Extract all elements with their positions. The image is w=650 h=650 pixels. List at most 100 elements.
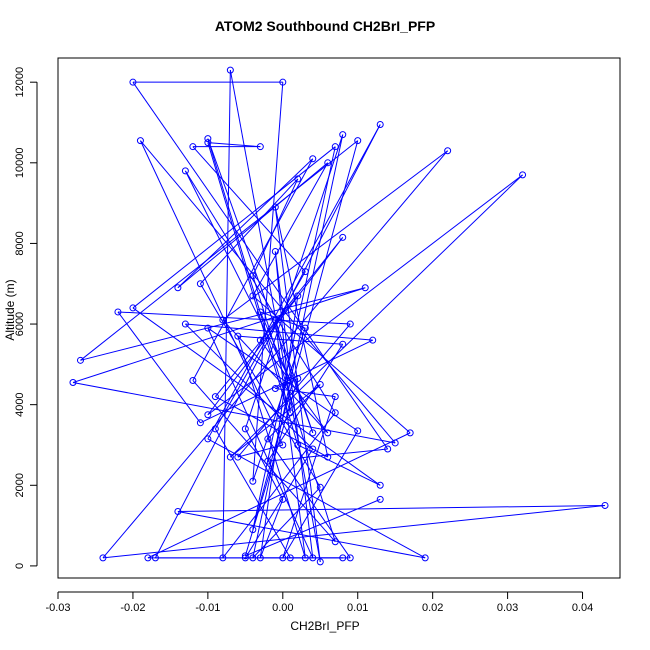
series-segment	[177, 510, 426, 559]
data-point	[309, 445, 317, 453]
series-segment	[207, 174, 523, 416]
series-segment	[184, 170, 291, 381]
data-point	[331, 143, 339, 151]
series-segment	[274, 319, 306, 558]
series-segment	[252, 178, 299, 276]
data-point	[204, 135, 212, 143]
data-point	[76, 356, 84, 364]
series-segment	[207, 138, 291, 413]
series-segment	[260, 311, 306, 329]
data-point	[309, 155, 317, 163]
y-tick-label: 0	[14, 563, 26, 569]
y-tick-label: 2000	[14, 473, 26, 497]
data-point	[361, 284, 369, 292]
data-point	[234, 332, 242, 340]
data-point	[151, 554, 159, 562]
data-point	[316, 483, 324, 491]
data-point	[204, 324, 212, 332]
series-segment	[252, 327, 306, 482]
data-point	[421, 554, 429, 562]
data-point	[324, 429, 332, 437]
x-tick-label: -0.03	[45, 602, 70, 614]
series-segment	[200, 178, 299, 285]
data-point	[211, 425, 219, 433]
data-point	[174, 507, 182, 515]
series-segment	[245, 498, 381, 557]
y-tick-label: 4000	[14, 392, 26, 416]
data-point	[129, 78, 137, 86]
data-point	[181, 167, 189, 175]
data-point	[241, 425, 249, 433]
data-point	[271, 385, 279, 393]
data-point	[339, 233, 347, 241]
data-point	[271, 316, 279, 324]
series-segment	[244, 134, 344, 430]
data-point	[316, 558, 324, 566]
data-point	[249, 526, 257, 534]
series-segment	[230, 384, 321, 458]
series-segment	[275, 388, 336, 398]
data-point	[226, 66, 234, 74]
series-segment	[185, 323, 314, 450]
data-point	[271, 247, 279, 255]
data-point	[391, 439, 399, 447]
data-point	[346, 320, 354, 328]
data-point	[196, 419, 204, 427]
data-point	[294, 441, 302, 449]
data-point	[279, 441, 287, 449]
series-segment	[252, 82, 284, 482]
data-point	[324, 453, 332, 461]
series-points	[69, 66, 609, 566]
data-point	[369, 336, 377, 344]
data-point	[249, 477, 257, 485]
x-tick-label: -0.01	[195, 602, 220, 614]
series-segment	[192, 146, 306, 272]
data-point	[279, 78, 287, 86]
series-segment	[259, 295, 299, 558]
series-segment	[282, 430, 359, 559]
data-point	[256, 554, 264, 562]
data-point	[99, 554, 107, 562]
data-point	[189, 143, 197, 151]
series-segment	[192, 158, 314, 381]
series-segment	[184, 170, 336, 413]
x-tick-label: -0.02	[120, 602, 145, 614]
data-point	[301, 324, 309, 332]
x-tick-label: 0.04	[572, 602, 593, 614]
series-segment	[222, 319, 329, 434]
series-segment	[132, 81, 389, 450]
series-segment	[237, 335, 306, 558]
x-tick-label: 0.02	[422, 602, 443, 614]
data-point	[601, 501, 609, 509]
series-lines	[72, 70, 606, 562]
x-axis-label: CH2BrI_PFP	[290, 619, 360, 633]
data-point	[309, 554, 317, 562]
data-point	[264, 435, 272, 443]
series-segment	[274, 251, 291, 413]
data-point	[256, 336, 264, 344]
data-point	[204, 411, 212, 419]
data-point	[301, 554, 309, 562]
data-point	[339, 340, 347, 348]
data-point	[376, 495, 384, 503]
series-segment	[252, 134, 344, 558]
y-tick-label: 12000	[14, 67, 26, 98]
series-segment	[117, 311, 351, 325]
data-point	[219, 316, 227, 324]
data-point	[256, 143, 264, 151]
series-segment	[274, 251, 314, 558]
series-segment	[222, 412, 336, 559]
series-segment	[207, 138, 314, 434]
y-axis: 0 2000 4000 6000 8000 10000 12000	[14, 67, 38, 569]
series-segment	[140, 140, 396, 444]
series-segment	[259, 339, 329, 434]
data-point	[219, 554, 227, 562]
series-segment	[229, 174, 523, 458]
data-point	[114, 308, 122, 316]
data-point	[181, 320, 189, 328]
data-point	[406, 429, 414, 437]
series-segment	[177, 158, 314, 289]
series-segment	[72, 287, 366, 383]
data-point	[204, 435, 212, 443]
